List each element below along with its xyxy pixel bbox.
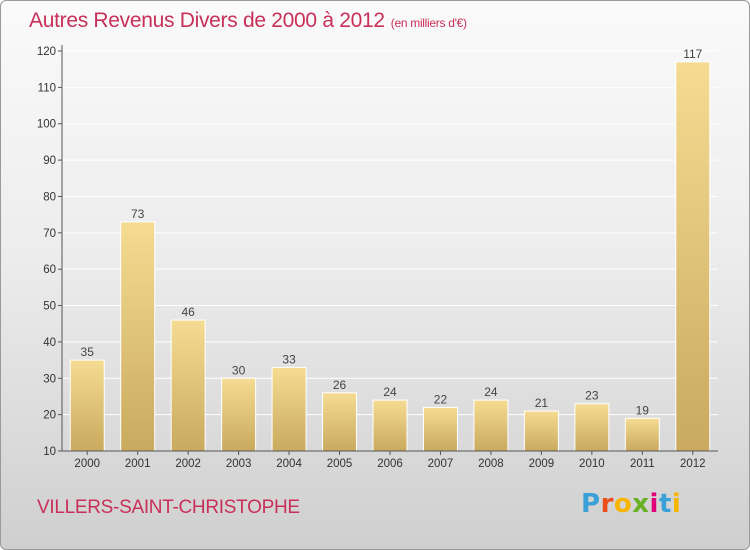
- y-tick-label: 110: [38, 82, 56, 94]
- bar: [523, 410, 559, 452]
- bar: [675, 61, 711, 452]
- bar: [473, 399, 509, 452]
- y-tick-label: 10: [43, 446, 56, 458]
- bars: 35 73 46 30 33 26 24 22 24 21 23 19 117: [69, 47, 711, 452]
- data-label: 26: [333, 378, 347, 392]
- commune-name: VILLERS-SAINT-CHRISTOPHE: [37, 497, 300, 518]
- x-tick-label: 2006: [377, 458, 403, 470]
- logo-letter: i: [649, 489, 659, 519]
- data-label: 117: [683, 47, 702, 61]
- bar: [574, 403, 610, 452]
- data-label: 30: [232, 363, 246, 377]
- x-tick-label: 2012: [680, 458, 706, 470]
- data-label: 46: [181, 305, 195, 319]
- y-tick-label: 40: [43, 337, 56, 349]
- bar: [69, 359, 105, 452]
- data-label: 21: [535, 396, 549, 410]
- logo-letter: P: [581, 489, 601, 519]
- y-tick-label: 80: [43, 191, 56, 203]
- x-tick-label: 2005: [327, 458, 353, 470]
- x-tick-label: 2007: [428, 458, 454, 470]
- y-tick-label: 20: [43, 410, 56, 422]
- x-tick-label: 2004: [276, 458, 302, 470]
- logo-letter: t: [658, 489, 672, 519]
- y-tick-label: 60: [43, 264, 56, 276]
- chart-unit: (en milliers d'€): [390, 16, 467, 30]
- bar: [221, 377, 257, 452]
- axes: 10 20 30 40 50 60 70 80 90 100 110 120 2000 2001 2002 2…: [37, 45, 718, 470]
- y-tick-label: 100: [37, 119, 56, 131]
- y-tick-label: 30: [43, 373, 56, 385]
- y-tick-label: 70: [43, 228, 56, 240]
- grid-lines: [62, 50, 718, 416]
- chart-title: Autres Revenus Divers de 2000 à 2012 (en …: [29, 9, 467, 33]
- chart-title-text: Autres Revenus Divers de 2000 à 2012: [29, 9, 385, 32]
- data-label: 19: [636, 403, 650, 417]
- logo-letter: o: [613, 489, 633, 519]
- data-label: 24: [484, 385, 498, 399]
- bar: [422, 406, 458, 452]
- y-tick-label: 50: [43, 301, 56, 313]
- bar: [322, 392, 358, 452]
- data-label: 22: [434, 392, 448, 406]
- data-label: 73: [131, 207, 145, 221]
- proxiti-logo: Proxiti: [581, 489, 681, 519]
- data-label: 33: [282, 352, 296, 366]
- data-label: 35: [81, 345, 95, 359]
- data-label: 23: [585, 389, 599, 403]
- bar: [170, 319, 206, 452]
- x-tick-label: 2010: [579, 458, 605, 470]
- x-tick-label: 2000: [74, 458, 100, 470]
- data-label: 24: [383, 385, 397, 399]
- x-tick-label: 2009: [529, 458, 555, 470]
- y-tick-label: 120: [37, 46, 56, 58]
- bar: [120, 221, 156, 452]
- x-tick-label: 2011: [630, 458, 655, 470]
- bar: [372, 399, 408, 452]
- x-tick-label: 2008: [478, 458, 504, 470]
- logo-letter: i: [671, 489, 682, 519]
- y-tick-label: 90: [43, 155, 56, 167]
- x-tick-label: 2002: [175, 458, 201, 470]
- logo-letter: r: [600, 489, 614, 519]
- bar: [624, 417, 660, 452]
- logo-letter: x: [632, 489, 650, 519]
- x-tick-label: 2001: [125, 458, 151, 470]
- x-tick-label: 2003: [226, 458, 252, 470]
- bar: [271, 366, 307, 452]
